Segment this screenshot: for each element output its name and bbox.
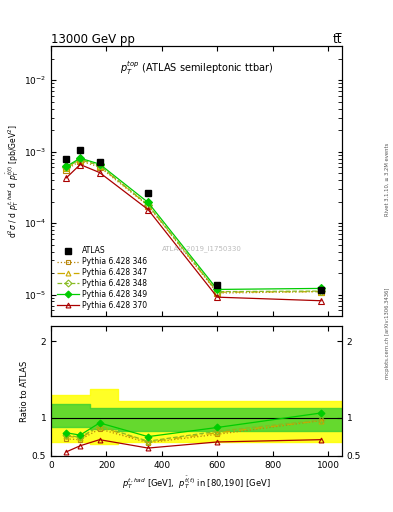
Text: ATLAS_2019_I1750330: ATLAS_2019_I1750330 — [162, 245, 242, 252]
Text: Rivet 3.1.10, ≥ 3.2M events: Rivet 3.1.10, ≥ 3.2M events — [385, 142, 390, 216]
Text: mcplots.cern.ch [arXiv:1306.3436]: mcplots.cern.ch [arXiv:1306.3436] — [385, 287, 390, 378]
Text: 13000 GeV pp: 13000 GeV pp — [51, 33, 135, 46]
Y-axis label: Ratio to ATLAS: Ratio to ATLAS — [20, 360, 29, 421]
Y-axis label: d$^2\sigma$ / d $p_T^{t,had}$ d $p_T^{\bar{t}(t)}$ [pb/GeV$^2$]: d$^2\sigma$ / d $p_T^{t,had}$ d $p_T^{\b… — [4, 124, 21, 238]
Text: $p_T^{top}$ (ATLAS semileptonic ttbar): $p_T^{top}$ (ATLAS semileptonic ttbar) — [120, 59, 273, 77]
Legend: ATLAS, Pythia 6.428 346, Pythia 6.428 347, Pythia 6.428 348, Pythia 6.428 349, P: ATLAS, Pythia 6.428 346, Pythia 6.428 34… — [55, 244, 149, 312]
X-axis label: $p_T^{t,had}$ [GeV],  $p_T^{\bar{t}(t)}$ in [80,190] [GeV]: $p_T^{t,had}$ [GeV], $p_T^{\bar{t}(t)}$ … — [122, 474, 271, 490]
Text: tt̅: tt̅ — [332, 33, 342, 46]
